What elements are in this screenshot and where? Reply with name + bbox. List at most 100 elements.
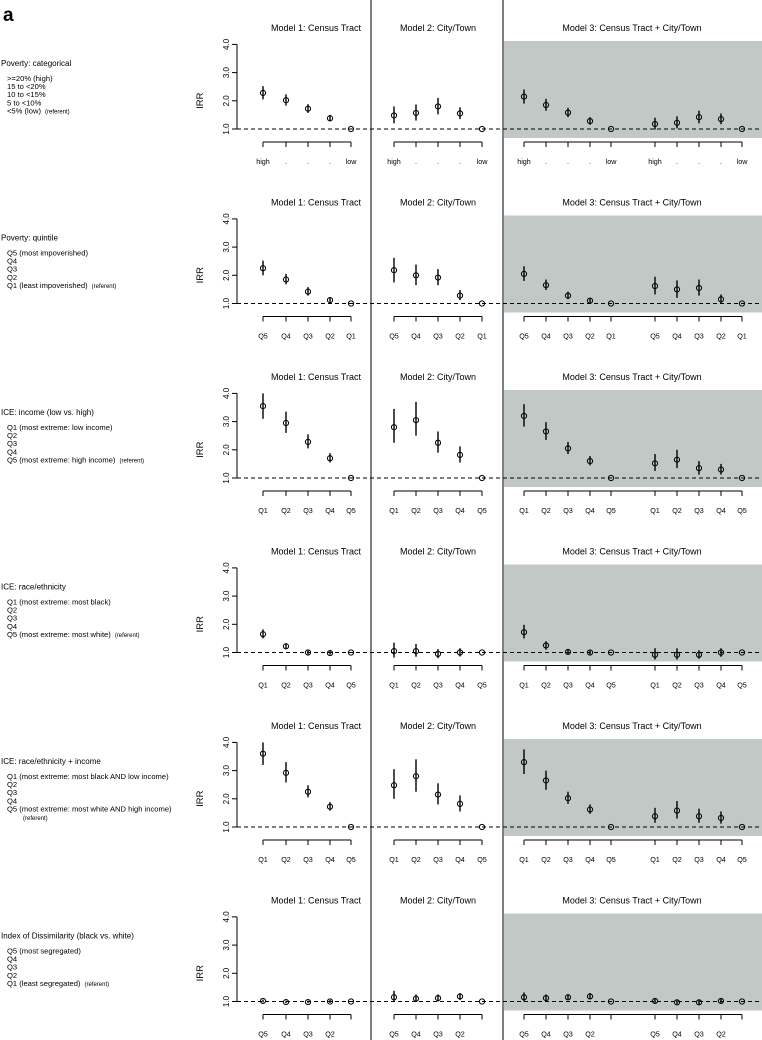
point-estimate <box>607 125 615 133</box>
x-tick-label: . <box>437 157 439 166</box>
point-estimate <box>456 993 464 1000</box>
x-tick-label: Q5 <box>606 855 616 864</box>
point-estimate <box>564 994 572 1001</box>
row-item: Q5 (most extreme: most white AND high in… <box>7 804 172 813</box>
row-item: Q1 (least impoverished) <box>7 281 88 290</box>
x-tick-label: Q5 <box>606 506 616 515</box>
point-estimate <box>520 412 528 420</box>
x-tick-label: Q1 <box>258 855 268 864</box>
point-estimate <box>542 282 550 289</box>
point-estimate <box>326 803 334 810</box>
y-axis-label: IRR <box>195 965 206 982</box>
point-estimate <box>326 297 334 304</box>
point-estimate <box>434 791 442 798</box>
y-axis-label: IRR <box>195 267 206 284</box>
x-tick-label: low <box>606 157 618 166</box>
row-item: Q3 <box>7 614 17 623</box>
point-estimate <box>520 270 528 277</box>
row-item: >=20% (high) <box>7 74 53 83</box>
x-tick-label: Q5 <box>389 1030 399 1039</box>
x-tick-label: Q4 <box>281 332 291 341</box>
row-item: Q1 (least segregated) <box>7 979 81 988</box>
x-tick-label: Q4 <box>411 1030 421 1039</box>
point-estimate <box>651 282 659 290</box>
point-estimate <box>259 402 267 410</box>
point-estimate <box>738 998 746 1005</box>
point-estimate <box>651 460 659 467</box>
x-tick-label: Q3 <box>694 681 704 690</box>
model-title: Model 1: Census Tract <box>271 198 362 208</box>
x-tick-label: Q1 <box>346 332 356 341</box>
x-tick-label: low <box>737 157 749 166</box>
point-estimate <box>738 125 746 133</box>
point-estimate <box>478 649 486 656</box>
figure-rows: Poverty: categorical >=20% (high)15 to <2… <box>1 23 762 1039</box>
row-item: Q2 <box>7 273 17 282</box>
x-tick-label: Q3 <box>303 506 313 515</box>
point-estimate <box>259 997 267 1005</box>
y-tick-label: 1.0 <box>222 472 231 484</box>
point-estimate <box>412 647 420 655</box>
x-tick-label: Q3 <box>303 1030 313 1039</box>
point-estimate <box>520 759 528 766</box>
point-estimate <box>390 782 398 789</box>
y-tick-label: 2.0 <box>222 269 231 281</box>
row-4: ICE: race/ethnicity Q1 (most extreme: mos… <box>1 547 762 690</box>
x-tick-label: low <box>346 157 358 166</box>
x-tick-label: Q3 <box>433 855 443 864</box>
referent-label: (referent) <box>23 816 48 822</box>
point-estimate <box>542 995 550 1002</box>
row-5: ICE: race/ethnicity + income Q1 (most ext… <box>1 721 762 864</box>
row-item: Q3 <box>7 265 17 274</box>
x-tick-label: . <box>285 157 287 166</box>
point-estimate <box>695 114 703 121</box>
x-tick-label: Q1 <box>389 681 399 690</box>
x-tick-label: Q2 <box>716 332 726 341</box>
x-tick-label: Q5 <box>477 681 487 690</box>
x-tick-label: Q4 <box>411 332 421 341</box>
y-tick-label: 2.0 <box>222 444 231 456</box>
x-tick-label: Q2 <box>411 855 421 864</box>
x-tick-label: Q1 <box>258 506 268 515</box>
y-axis-label: IRR <box>195 92 206 109</box>
y-tick-label: 1.0 <box>222 123 231 135</box>
point-estimate <box>564 795 572 802</box>
x-tick-label: Q3 <box>433 681 443 690</box>
x-tick-label: high <box>648 157 662 166</box>
x-tick-label: Q2 <box>281 506 291 515</box>
point-estimate <box>282 643 290 650</box>
x-tick-label: Q2 <box>325 332 335 341</box>
point-estimate <box>434 995 442 1002</box>
point-estimate <box>326 649 334 657</box>
referent-label: (referent) <box>115 633 140 639</box>
point-estimate <box>542 777 550 784</box>
row-item: Q2 <box>7 431 17 440</box>
x-tick-label: Q3 <box>563 855 573 864</box>
model3-shade-3 <box>504 390 762 487</box>
x-tick-label: Q1 <box>389 855 399 864</box>
point-estimate <box>347 125 355 133</box>
x-tick-label: Q3 <box>303 681 313 690</box>
point-estimate <box>542 101 550 109</box>
y-tick-label: 1.0 <box>222 646 231 658</box>
row-item: 15 to <20% <box>7 82 46 91</box>
row-item: Q5 (most extreme: high income) <box>7 455 116 464</box>
x-tick-label: Q4 <box>325 506 335 515</box>
point-estimate <box>586 118 594 125</box>
x-tick-label: . <box>459 157 461 166</box>
row-item: Q2 <box>7 606 17 615</box>
point-estimate <box>456 800 464 807</box>
row-title: Poverty: categorical <box>1 59 71 68</box>
x-tick-label: Q4 <box>541 332 551 341</box>
y-tick-label: 3.0 <box>222 590 231 602</box>
x-tick-label: high <box>256 157 270 166</box>
model-title: Model 2: City/Town <box>400 198 476 208</box>
model-title: Model 3: Census Tract + City/Town <box>562 721 701 731</box>
point-estimate <box>520 93 528 100</box>
model-title: Model 1: Census Tract <box>271 721 362 731</box>
point-estimate <box>738 823 746 831</box>
point-estimate <box>542 642 550 649</box>
point-estimate <box>326 455 334 462</box>
x-tick-label: Q4 <box>716 506 726 515</box>
